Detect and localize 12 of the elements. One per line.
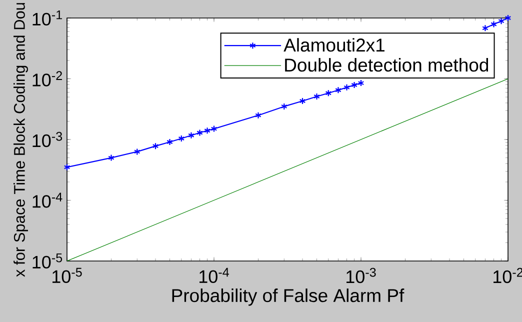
y-tick-label: 10$^{-1}$	[32, 10, 62, 26]
y-tick-label: 10$^{-3}$	[32, 132, 62, 148]
x-axis-title: Probability of False Alarm Pf	[172, 288, 404, 306]
legend-label: Alamouti2x1	[284, 38, 384, 52]
x-tick-label: 10$^{-5}$	[52, 268, 82, 283]
y-tick-label: 10$^{-2}$	[32, 71, 62, 86]
y-tick-label: 10$^{-5}$	[32, 253, 62, 269]
x-tick-label: 10$^{-4}$	[200, 268, 229, 283]
y-axis-title: x for Space Time Block Coding and Dou	[14, 3, 28, 277]
x-tick-label: 10$^{-3}$	[346, 268, 376, 284]
legend-label: Double detection method	[285, 58, 488, 72]
y-tick-label: 10$^{-4}$	[32, 192, 62, 208]
